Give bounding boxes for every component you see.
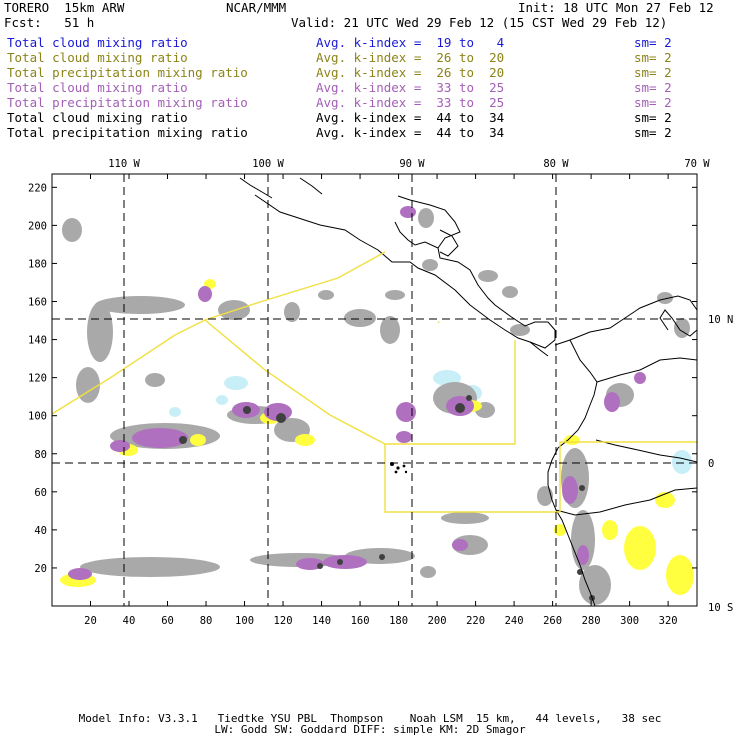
legend-index-4: Avg. k-index = 33 to 25 (316, 95, 505, 110)
legend-name-1: Total cloud mixing ratio (7, 50, 188, 65)
y-tick-label: 160 (28, 297, 47, 309)
y-tick-label: 60 (34, 487, 47, 499)
y-tick-label: 180 (28, 258, 47, 270)
legend-name-4: Total precipitation mixing ratio (7, 95, 248, 110)
violet-precip-fill (68, 206, 646, 580)
init-time: Init: 18 UTC Mon 27 Feb 12 (518, 0, 714, 15)
legend-name-3: Total cloud mixing ratio (7, 80, 188, 95)
x-tick-label: 260 (543, 615, 562, 627)
x-tick-label: 200 (428, 615, 447, 627)
legend-name-2: Total precipitation mixing ratio (7, 65, 248, 80)
x-tick-label: 100 (235, 615, 254, 627)
x-tick-label: 300 (620, 615, 639, 627)
y-tick-label: 100 (28, 411, 47, 423)
forecast-hour: Fcst: 51 h (4, 15, 95, 30)
legend-name-6: Total precipitation mixing ratio (7, 125, 248, 140)
x-tick-label: 120 (274, 615, 293, 627)
legend-sm-1: sm= 2 (634, 50, 672, 65)
lat-label-10s: 10 S (708, 602, 733, 614)
galapagos-islands (390, 462, 408, 474)
y-tick-label: 20 (34, 563, 47, 575)
legend-sm-2: sm= 2 (634, 65, 672, 80)
y-tick-label: 40 (34, 525, 47, 537)
lon-label-100w: 100 W (252, 158, 284, 170)
x-tick-label: 280 (582, 615, 601, 627)
legend-name-0: Total cloud mixing ratio (7, 35, 188, 50)
legend-index-5: Avg. k-index = 44 to 34 (316, 110, 505, 125)
x-tick-label: 20 (84, 615, 97, 627)
lon-label-110w: 110 W (108, 158, 140, 170)
legend-index-6: Avg. k-index = 44 to 34 (316, 125, 505, 140)
legend-sm-4: sm= 2 (634, 95, 672, 110)
domain-label-mark: . (436, 316, 441, 326)
legend-index-1: Avg. k-index = 26 to 20 (316, 50, 505, 65)
field-layer: . (52, 174, 697, 606)
legend-sm-6: sm= 2 (634, 125, 672, 140)
legend-index-2: Avg. k-index = 26 to 20 (316, 65, 505, 80)
model-info-line1: Model Info: V3.3.1 Tiedtke YSU PBL Thomp… (78, 712, 662, 725)
lat-label-0: 0 (708, 458, 714, 470)
org-label: NCAR/MMM (226, 0, 287, 15)
model-title: TORERO 15km ARW (4, 0, 125, 15)
legend-sm-3: sm= 2 (634, 80, 672, 95)
x-tick-label: 60 (161, 615, 174, 627)
lon-label-90w: 90 W (399, 158, 425, 170)
dark-core-fill (179, 395, 595, 601)
y-tick-label: 80 (34, 449, 47, 461)
x-tick-label: 80 (200, 615, 213, 627)
x-tick-label: 180 (389, 615, 408, 627)
legend-index-3: Avg. k-index = 33 to 25 (316, 80, 505, 95)
x-tick-label: 140 (312, 615, 331, 627)
model-info-line2: LW: Godd SW: Goddard DIFF: simple KM: 2D… (214, 723, 526, 736)
coastlines (239, 177, 697, 606)
grey-cloud-fill (62, 208, 690, 605)
legend-sm-0: sm= 2 (634, 35, 672, 50)
map-frame (51, 173, 698, 607)
lon-label-80w: 80 W (543, 158, 569, 170)
x-axis: 20 40 60 80 100 120 140 160 180 200 220 240 260 280 30… (84, 174, 678, 627)
lat-lon-grid (52, 174, 697, 606)
lon-label-70w: 70 W (684, 158, 710, 170)
x-tick-label: 220 (466, 615, 485, 627)
y-axis: 20 40 60 80 100 120 140 160 180 200 220 (28, 182, 697, 575)
x-tick-label: 240 (505, 615, 524, 627)
valid-time: Valid: 21 UTC Wed 29 Feb 12 (15 CST Wed … (291, 15, 668, 30)
x-tick-label: 160 (351, 615, 370, 627)
legend-name-5: Total cloud mixing ratio (7, 110, 188, 125)
y-tick-label: 140 (28, 335, 47, 347)
lat-label-10n: 10 N (708, 314, 733, 326)
y-tick-label: 120 (28, 373, 47, 385)
legend-index-0: Avg. k-index = 19 to 4 (316, 35, 505, 50)
x-tick-label: 40 (123, 615, 136, 627)
domain-boundaries (52, 251, 697, 513)
legend-sm-5: sm= 2 (634, 110, 672, 125)
x-tick-label: 320 (659, 615, 678, 627)
y-tick-label: 200 (28, 220, 47, 232)
y-tick-label: 220 (28, 182, 47, 194)
